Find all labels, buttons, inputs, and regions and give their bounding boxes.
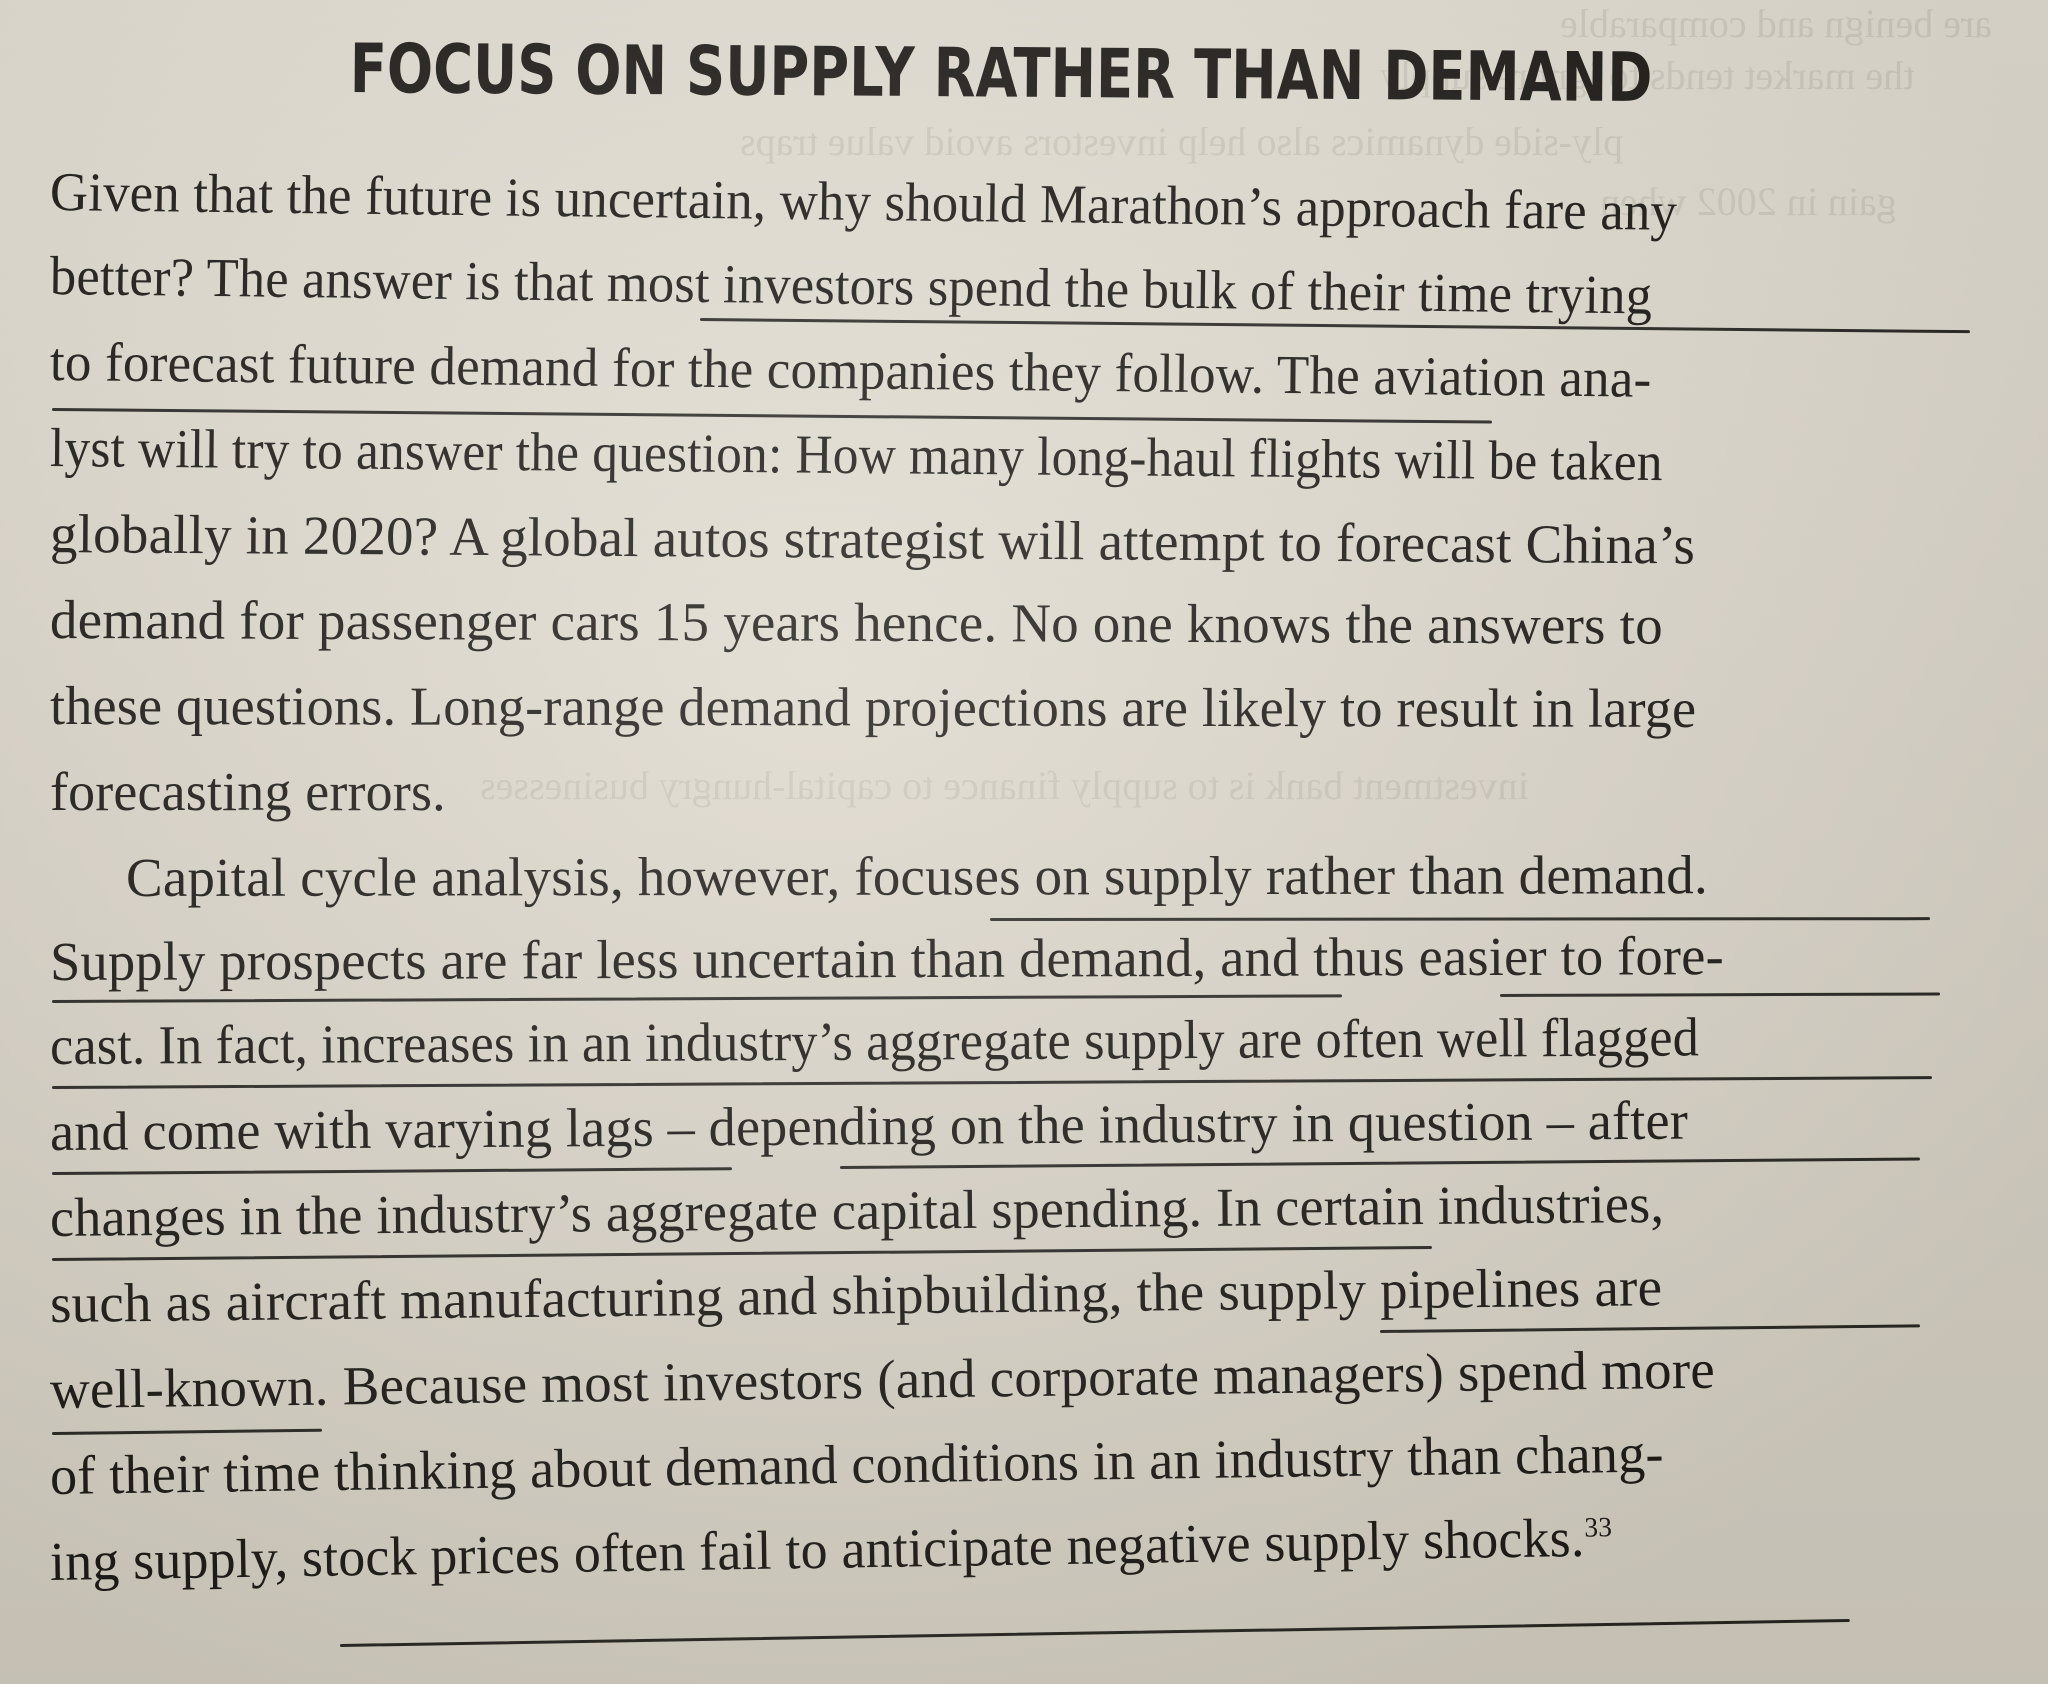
pen-underline bbox=[51, 1428, 322, 1435]
pen-underline bbox=[51, 1076, 1932, 1089]
text-line: Capital cycle analysis, however, focuses… bbox=[125, 844, 1708, 908]
pen-underline bbox=[339, 1618, 1850, 1647]
text-line: of their time thinking about demand cond… bbox=[49, 1422, 1665, 1506]
show-through-text: ply-side dynamics also help investors av… bbox=[740, 119, 1624, 164]
footnote-marker: 33 bbox=[1584, 1512, 1613, 1544]
text-line: changes in the industry’s aggregate capi… bbox=[49, 1172, 1665, 1248]
text-line: better? The answer is that most investor… bbox=[49, 245, 1653, 326]
text-line: demand for passenger cars 15 years hence… bbox=[49, 589, 1663, 656]
text-line: globally in 2020? A global autos strateg… bbox=[49, 503, 1696, 576]
text-line: forecasting errors. bbox=[50, 761, 446, 822]
text-line-content: ing supply, stock prices often fail to a… bbox=[49, 1506, 1585, 1592]
section-heading: FOCUS ON SUPPLY RATHER THAN DEMAND bbox=[349, 30, 1653, 119]
show-through-text: investment bank is to supply finance to … bbox=[480, 763, 1529, 808]
text-line: lyst will try to answer the question: Ho… bbox=[49, 417, 1664, 493]
text-line: such as aircraft manufacturing and shipb… bbox=[49, 1256, 1663, 1334]
pen-underline bbox=[51, 1167, 732, 1175]
text-line: cast. In fact, increases in an industry’… bbox=[49, 1006, 1700, 1076]
pen-underline bbox=[1499, 992, 1941, 997]
pen-underline bbox=[839, 1157, 1920, 1169]
pen-underline bbox=[989, 917, 1931, 921]
text-line: these questions. Long-range demand proje… bbox=[49, 675, 1697, 739]
pen-underline bbox=[51, 994, 1342, 1003]
text-line: well-known. Because most investors (and … bbox=[49, 1338, 1716, 1420]
text-line: and come with varying lags – depending o… bbox=[49, 1089, 1689, 1162]
text-line: Supply prospects are far less uncertain … bbox=[49, 925, 1725, 992]
text-line: ing supply, stock prices often fail to a… bbox=[50, 1505, 1613, 1593]
text-line: Given that the future is uncertain, why … bbox=[49, 161, 1678, 242]
pen-underline bbox=[1379, 1324, 1920, 1333]
text-line: to forecast future demand for the compan… bbox=[49, 331, 1652, 409]
